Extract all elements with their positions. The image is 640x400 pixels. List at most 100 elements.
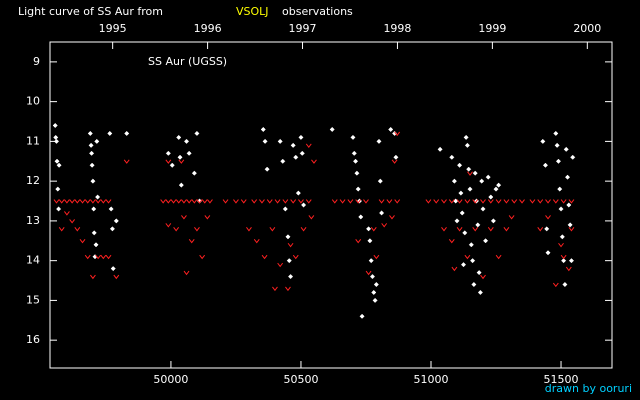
- data-point: [464, 254, 471, 260]
- data-point: [74, 227, 81, 232]
- data-point: [475, 222, 481, 228]
- data-point: [299, 150, 305, 156]
- data-point: [483, 238, 489, 244]
- data-point: [369, 274, 376, 280]
- data-point: [181, 199, 187, 204]
- y-tick-label: 15: [26, 293, 40, 306]
- data-point: [471, 281, 477, 288]
- chart-title-suffix: observations: [282, 5, 353, 18]
- data-point: [84, 254, 91, 260]
- data-point: [331, 199, 338, 204]
- data-point: [508, 215, 515, 220]
- data-point: [266, 199, 273, 204]
- data-point: [449, 154, 455, 160]
- x2-tick-label: 1998: [383, 22, 411, 35]
- data-point: [366, 226, 372, 232]
- data-point: [287, 242, 294, 248]
- data-point: [379, 210, 385, 216]
- data-point: [561, 258, 567, 264]
- data-point: [95, 194, 101, 200]
- data-point: [301, 202, 307, 208]
- data-point: [84, 199, 91, 204]
- data-point: [480, 274, 486, 280]
- data-point: [355, 199, 362, 204]
- data-point: [74, 199, 81, 204]
- data-point: [280, 158, 286, 164]
- data-point: [540, 138, 546, 144]
- data-point: [425, 199, 432, 204]
- x2-tick-label: 1999: [478, 22, 506, 35]
- data-point: [123, 159, 130, 164]
- data-point: [292, 254, 299, 260]
- data-point: [368, 258, 374, 264]
- data-point: [570, 154, 576, 160]
- data-point: [392, 130, 398, 136]
- data-point: [480, 206, 486, 212]
- x2-tick-label: 1996: [194, 22, 222, 35]
- data-point: [456, 199, 463, 204]
- data-point: [222, 199, 229, 204]
- data-point: [552, 282, 559, 288]
- data-point: [64, 211, 70, 216]
- data-point: [386, 199, 393, 204]
- data-point: [467, 186, 473, 192]
- data-point: [542, 162, 548, 168]
- data-point: [433, 199, 440, 204]
- data-point: [567, 222, 573, 228]
- data-point: [260, 126, 266, 133]
- data-point: [165, 159, 172, 164]
- data-point: [272, 286, 278, 292]
- data-point: [568, 199, 575, 204]
- data-point: [511, 199, 518, 204]
- data-point: [456, 227, 463, 232]
- data-point: [201, 199, 208, 204]
- data-point: [381, 223, 388, 228]
- data-point: [377, 178, 383, 184]
- data-point: [437, 146, 443, 152]
- chart-title: Light curve of SS Aur from: [18, 5, 163, 18]
- data-point: [458, 190, 464, 196]
- data-point: [165, 199, 172, 204]
- data-point: [94, 138, 100, 144]
- credit: drawn by ooruri: [545, 382, 632, 395]
- data-point: [477, 289, 483, 296]
- data-point: [467, 171, 473, 176]
- data-point: [565, 266, 572, 272]
- x-tick-label: 51000: [413, 373, 448, 386]
- data-point: [519, 199, 525, 204]
- data-point: [253, 238, 260, 244]
- data-point: [558, 206, 564, 212]
- data-point: [485, 174, 491, 180]
- data-point: [108, 206, 114, 212]
- data-point: [464, 199, 471, 204]
- data-point: [79, 199, 86, 204]
- data-point: [558, 242, 564, 248]
- data-point: [207, 199, 213, 204]
- data-point: [389, 215, 395, 220]
- data-point: [487, 199, 494, 204]
- data-point: [53, 199, 60, 204]
- data-point: [568, 258, 574, 264]
- data-point: [563, 146, 569, 152]
- data-point: [204, 215, 211, 220]
- data-point: [286, 258, 292, 264]
- data-point: [479, 178, 485, 184]
- data-point: [557, 186, 563, 192]
- data-point: [264, 166, 270, 172]
- data-point: [95, 254, 102, 260]
- data-point: [246, 227, 252, 232]
- data-point: [194, 227, 200, 232]
- data-point: [160, 199, 167, 204]
- annotation: SS Aur (UGSS): [148, 55, 227, 68]
- data-point: [290, 199, 297, 204]
- data-point: [555, 158, 561, 164]
- y-tick-label: 16: [26, 333, 40, 346]
- data-point: [493, 186, 499, 192]
- data-point: [53, 134, 59, 140]
- data-point: [566, 202, 572, 208]
- data-point: [554, 142, 560, 148]
- data-point: [347, 199, 354, 204]
- data-point: [89, 150, 95, 156]
- data-point: [454, 218, 460, 224]
- data-point: [64, 199, 70, 204]
